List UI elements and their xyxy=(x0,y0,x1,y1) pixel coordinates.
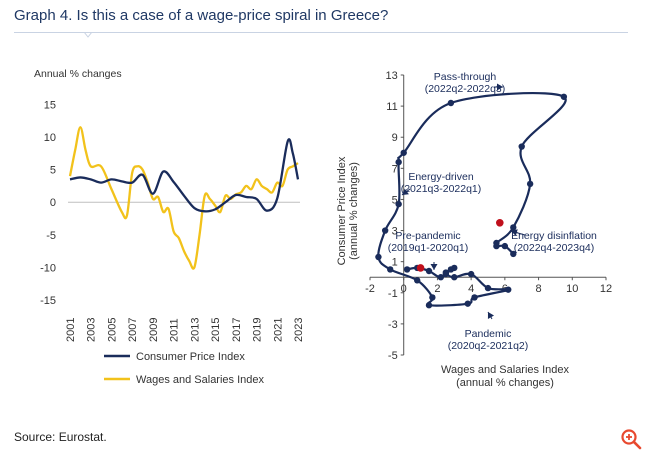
y-tick-label: 10 xyxy=(44,132,56,144)
x-tick-label: 2001 xyxy=(65,318,77,342)
y-tick-label: -15 xyxy=(40,295,56,307)
x-tick-label: 2023 xyxy=(293,318,305,342)
y-tick-label: 13 xyxy=(385,70,397,82)
x-tick-label: 10 xyxy=(566,283,578,295)
x-tick-label: 12 xyxy=(600,283,612,295)
data-point xyxy=(464,300,471,307)
annotation-period: (2019q1-2020q1) xyxy=(388,242,469,254)
x-tick-label: 2009 xyxy=(148,318,160,342)
wages-series-line xyxy=(68,126,299,270)
x-tick-label: 2005 xyxy=(106,318,118,342)
y-tick-label: -3 xyxy=(388,319,398,331)
data-point xyxy=(425,267,433,275)
y-tick-label: 11 xyxy=(386,101,397,113)
x-tick-label: 2015 xyxy=(210,318,222,342)
data-point xyxy=(467,270,475,278)
annotation-arrowhead xyxy=(487,312,495,319)
annotation-title: Pandemic xyxy=(465,328,512,340)
annotation-title: Pre-pandemic xyxy=(395,230,460,242)
data-point xyxy=(414,277,421,284)
annotation-title: Pass-through xyxy=(434,71,497,83)
data-point xyxy=(400,149,407,156)
x-tick-label: 8 xyxy=(536,283,542,295)
annotation-arrowhead xyxy=(511,229,518,237)
data-point xyxy=(395,200,402,208)
data-point xyxy=(510,224,517,231)
data-point xyxy=(425,302,433,309)
source-note: Source: Eurostat. xyxy=(14,430,107,444)
data-point xyxy=(484,284,492,292)
y-tick-label: 1 xyxy=(392,257,398,269)
data-point xyxy=(447,99,455,107)
data-point xyxy=(403,266,411,273)
data-point xyxy=(387,266,394,273)
y-tick-label: 7 xyxy=(392,163,398,175)
x-tick-label: 2013 xyxy=(189,318,201,342)
y-tick-label: -5 xyxy=(46,230,56,242)
data-point xyxy=(505,286,512,293)
x-tick-label: 2003 xyxy=(86,318,98,342)
x-tick-label: 2011 xyxy=(169,318,181,342)
y-tick-label: 3 xyxy=(392,226,398,238)
x-tick-label: 2 xyxy=(434,283,440,295)
zoom-in-icon[interactable] xyxy=(620,428,642,450)
data-point xyxy=(526,180,534,188)
cpi-series-line xyxy=(69,138,300,213)
data-point xyxy=(560,93,568,100)
title-divider xyxy=(14,32,628,33)
data-point xyxy=(501,242,509,250)
data-point xyxy=(510,250,517,258)
data-point xyxy=(493,242,500,250)
data-point xyxy=(375,253,382,261)
y-axis-subtitle: (annual % changes) xyxy=(348,162,360,260)
annotation-arrowhead xyxy=(402,188,409,195)
y-tick-label: -10 xyxy=(40,262,56,274)
data-point xyxy=(442,270,450,278)
y-tick-label: -5 xyxy=(388,350,398,362)
annotation-period: (2022q4-2023q4) xyxy=(514,242,595,254)
x-tick-label: 4 xyxy=(468,283,474,295)
y-axis-title: Consumer Price Index xyxy=(336,156,348,265)
x-axis-title: Wages and Salaries Index xyxy=(441,364,569,376)
data-point xyxy=(395,158,402,166)
data-point xyxy=(471,294,478,301)
chart-title: Graph 4. Is this a case of a wage-price … xyxy=(14,7,389,24)
annotation-arrowhead xyxy=(430,264,438,270)
annotation-title: Energy-driven xyxy=(408,171,474,183)
annotation-period: (2020q2-2021q2) xyxy=(448,340,529,352)
data-point xyxy=(381,227,389,234)
annotation-arrowhead xyxy=(497,83,503,91)
y-tick-label: -1 xyxy=(388,288,398,300)
data-point xyxy=(451,274,458,281)
annotation-title: Energy disinflation xyxy=(511,230,597,242)
data-point xyxy=(451,264,458,272)
y-tick-label: 5 xyxy=(392,194,398,206)
data-point xyxy=(429,294,436,301)
y-tick-label: 9 xyxy=(392,132,398,144)
title-chevron-icon xyxy=(84,32,92,38)
y-axis-label: Annual % changes xyxy=(34,68,122,80)
legend-label: Consumer Price Index xyxy=(136,351,245,363)
y-tick-label: 0 xyxy=(50,197,56,209)
highlight-point xyxy=(496,218,504,227)
x-tick-label: 2021 xyxy=(272,318,284,342)
x-tick-label: -2 xyxy=(365,283,375,295)
x-tick-label: 2017 xyxy=(231,318,243,342)
x-axis-subtitle: (annual % changes) xyxy=(456,377,554,389)
x-tick-label: 0 xyxy=(401,283,407,295)
annotation-period: (2022q2-2022q3) xyxy=(425,83,506,95)
y-tick-label: 15 xyxy=(44,99,56,111)
x-tick-label: 2007 xyxy=(127,318,139,342)
data-point xyxy=(437,274,444,281)
annotation-period: (2021q3-2022q1) xyxy=(401,183,482,195)
legend-label: Wages and Salaries Index xyxy=(136,374,264,386)
y-tick-label: 5 xyxy=(50,165,56,177)
x-tick-label: 2019 xyxy=(252,318,264,342)
highlight-point xyxy=(416,264,425,272)
data-point xyxy=(518,143,525,150)
